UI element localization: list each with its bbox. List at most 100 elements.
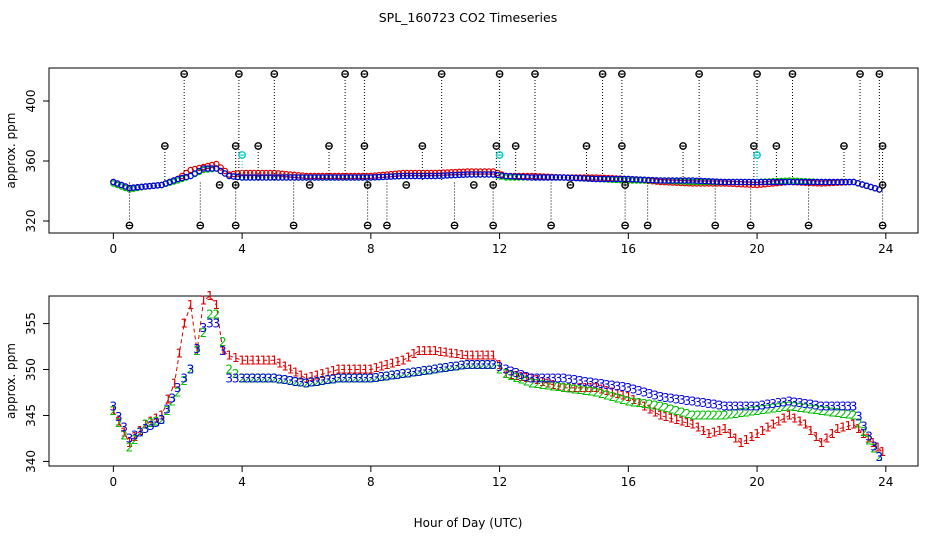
series-3-marker: 3 xyxy=(110,399,118,413)
blue-point xyxy=(765,178,773,186)
flagged-point xyxy=(875,70,884,78)
blue-point xyxy=(867,183,874,191)
flagged-point xyxy=(196,221,205,230)
blue-point xyxy=(494,171,501,179)
flagged-point xyxy=(753,70,761,78)
series-3-marker: 3 xyxy=(442,361,450,375)
series-3-marker: 3 xyxy=(785,395,793,409)
series-1-marker: 1 xyxy=(764,421,772,435)
series-3-marker: 3 xyxy=(834,399,842,413)
series-3-marker: 3 xyxy=(474,358,482,372)
series-2-marker: 2 xyxy=(479,358,487,372)
series-2-marker: 2 xyxy=(753,404,761,418)
blue-point xyxy=(697,177,704,185)
blue-point xyxy=(826,178,833,186)
blue-point xyxy=(126,184,133,192)
series-3-marker: 3 xyxy=(818,399,826,413)
blue-point xyxy=(528,174,535,181)
series-1-marker: 1 xyxy=(426,344,434,358)
blue-point xyxy=(757,178,765,186)
series-1-marker: 1 xyxy=(335,363,343,377)
series-1-marker: 1 xyxy=(324,366,332,380)
red-point xyxy=(407,169,415,177)
flagged-point xyxy=(305,181,314,189)
series-3-marker: 3 xyxy=(689,395,697,409)
series-2-marker: 2 xyxy=(667,402,675,416)
series-1-marker: 1 xyxy=(126,436,134,450)
red-point xyxy=(275,170,282,177)
series-1-line xyxy=(112,295,883,453)
series-2-marker: 2 xyxy=(437,362,445,376)
x-tick-label: 20 xyxy=(749,242,764,256)
blue-point xyxy=(507,173,514,180)
series-3-marker: 3 xyxy=(180,372,188,386)
series-3-marker: 3 xyxy=(865,430,873,444)
series-1-marker: 1 xyxy=(383,358,391,372)
flagged-point xyxy=(746,221,755,230)
series-2-marker: 2 xyxy=(823,405,831,419)
red-point xyxy=(287,171,294,178)
series-1-marker: 1 xyxy=(484,349,492,363)
series-2-marker: 2 xyxy=(549,379,557,393)
series-2-marker: 2 xyxy=(865,433,873,447)
series-2-marker: 2 xyxy=(372,371,380,385)
series-2-marker: 2 xyxy=(270,372,278,386)
flagged-point xyxy=(804,221,813,230)
series-3-marker: 3 xyxy=(378,370,386,384)
series-3-marker: 3 xyxy=(115,410,123,424)
red-point xyxy=(263,169,270,177)
x-tick-label: 24 xyxy=(878,242,893,256)
series-3-marker: 3 xyxy=(684,394,692,408)
flagged-point xyxy=(469,181,478,189)
series-1-marker: 1 xyxy=(635,396,643,410)
series-3-marker: 3 xyxy=(716,399,724,413)
blue-point xyxy=(794,178,801,186)
flagged-point xyxy=(695,70,703,78)
flagged-point xyxy=(878,221,887,230)
blue-point xyxy=(444,172,451,179)
blue-point xyxy=(871,185,879,192)
blue-point xyxy=(657,177,664,184)
series-2-marker: 2 xyxy=(308,376,316,390)
series-3-marker: 3 xyxy=(313,375,321,389)
series-3-marker: 3 xyxy=(796,396,804,410)
series-2-marker: 2 xyxy=(346,372,354,386)
series-3-marker: 3 xyxy=(120,421,128,435)
series-3-marker: 3 xyxy=(405,366,413,380)
blue-point xyxy=(375,173,383,181)
series-3-marker: 3 xyxy=(260,372,268,386)
series-2-marker: 2 xyxy=(431,363,439,377)
series-2-marker: 2 xyxy=(180,374,188,388)
series-1-marker: 1 xyxy=(142,418,150,432)
series-3-marker: 3 xyxy=(254,372,262,386)
series-1-marker: 1 xyxy=(533,373,541,387)
series-3-marker: 3 xyxy=(232,372,240,386)
series-2-marker: 2 xyxy=(367,372,375,386)
blue-point xyxy=(279,174,286,181)
x-tick-label: 8 xyxy=(367,242,375,256)
series-2-marker: 2 xyxy=(421,364,429,378)
flagged-point xyxy=(772,142,781,150)
series-1-marker: 1 xyxy=(844,419,852,433)
blue-point xyxy=(204,165,211,172)
series-2-marker: 2 xyxy=(528,376,536,390)
blue-point xyxy=(854,180,862,187)
series-3-marker: 3 xyxy=(518,368,526,382)
series-2-marker: 2 xyxy=(313,375,321,389)
series-2-marker: 2 xyxy=(876,450,884,464)
series-1-marker: 1 xyxy=(625,390,633,404)
blue-point xyxy=(641,176,648,183)
series-1-marker: 1 xyxy=(769,418,777,432)
series-2-marker: 2 xyxy=(340,372,348,386)
blue-point xyxy=(552,174,560,181)
series-2-marker: 2 xyxy=(657,399,665,413)
series-1-marker: 1 xyxy=(759,424,767,438)
blue-point xyxy=(830,178,837,186)
series-1-marker: 1 xyxy=(120,425,128,439)
blue-point xyxy=(355,174,362,181)
blue-point xyxy=(677,177,684,184)
series-3-marker: 3 xyxy=(603,378,611,392)
flagged-point xyxy=(325,142,333,150)
